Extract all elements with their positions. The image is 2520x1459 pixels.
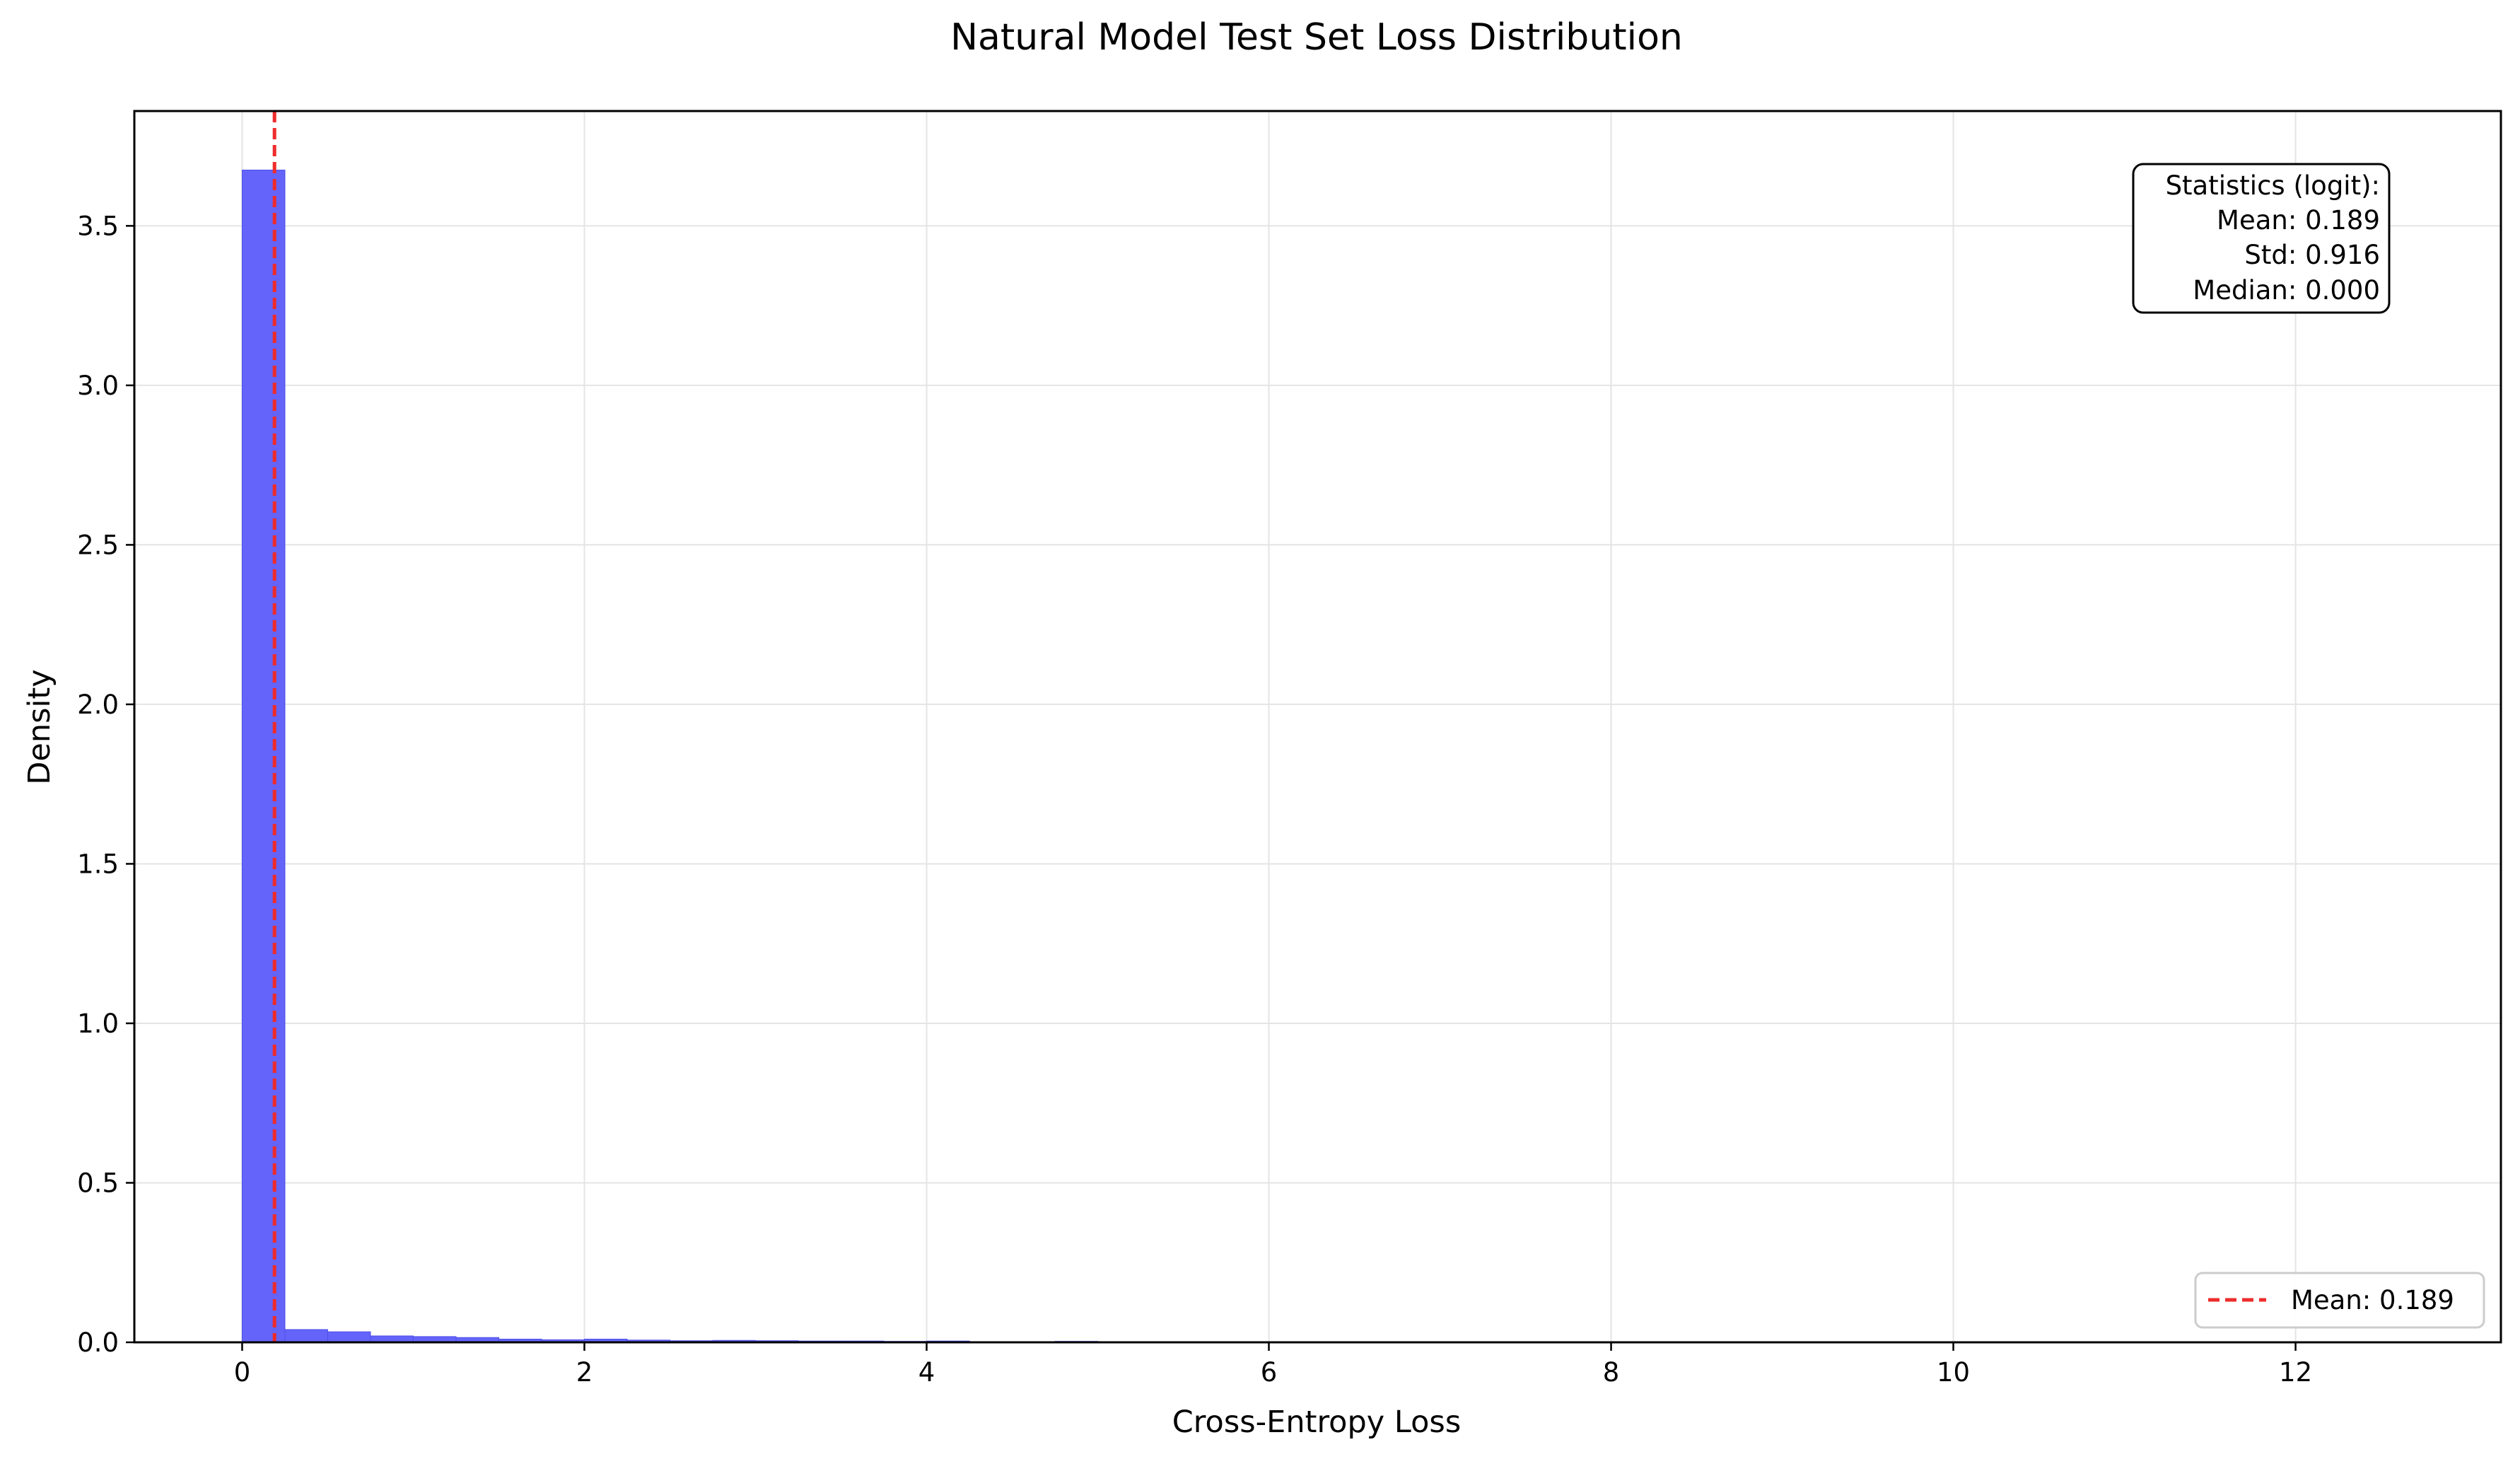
legend: Mean: 0.189 (2194, 1272, 2485, 1329)
y-tick-label-3: 1.5 (77, 849, 119, 879)
x-tick-label-5: 10 (1937, 1357, 1970, 1388)
x-tick-label-2: 4 (918, 1357, 935, 1388)
x-tick-label-4: 8 (1603, 1357, 1620, 1388)
y-tick-label-2: 1.0 (77, 1008, 119, 1039)
x-axis-ticks: 0 2 4 6 8 10 12 (234, 1342, 2312, 1388)
x-tick-label-3: 6 (1261, 1357, 1278, 1388)
statistics-box-frame (2132, 163, 2391, 314)
y-tick-label-6: 3.0 (77, 371, 119, 401)
x-axis-label: Cross-Entropy Loss (1172, 1405, 1461, 1440)
histogram-bars (241, 169, 1355, 1343)
y-tick-label-0: 0.0 (77, 1327, 119, 1358)
histogram-bar-2 (327, 1331, 371, 1343)
legend-mean-label: Mean: 0.189 (2291, 1285, 2454, 1315)
stats-std: Std: 0.916 (2244, 240, 2380, 270)
x-tick-label-0: 0 (234, 1357, 251, 1388)
x-tick-label-6: 12 (2279, 1357, 2312, 1388)
y-tick-label-1: 0.5 (77, 1168, 119, 1198)
plot-frame (133, 110, 2502, 1344)
y-axis-label: Density (22, 669, 57, 784)
y-tick-label-4: 2.0 (77, 690, 119, 720)
x-tick-label-1: 2 (576, 1357, 593, 1388)
y-tick-label-7: 3.5 (77, 211, 119, 241)
legend-frame (2194, 1272, 2485, 1329)
y-axis-ticks: 0.0 0.5 1.0 1.5 2.0 2.5 3.0 3.5 (77, 211, 134, 1358)
statistics-box: Statistics (logit): Mean: 0.189 Std: 0.9… (2132, 163, 2391, 314)
histogram-bar-1 (284, 1329, 328, 1343)
histogram-bar-0 (241, 169, 286, 1343)
y-tick-label-5: 2.5 (77, 530, 119, 560)
stats-median: Median: 0.000 (2193, 275, 2380, 306)
chart-title: Natural Model Test Set Loss Distribution (950, 16, 1683, 59)
stats-mean: Mean: 0.189 (2217, 205, 2380, 236)
stats-title: Statistics (logit): (2166, 170, 2380, 201)
